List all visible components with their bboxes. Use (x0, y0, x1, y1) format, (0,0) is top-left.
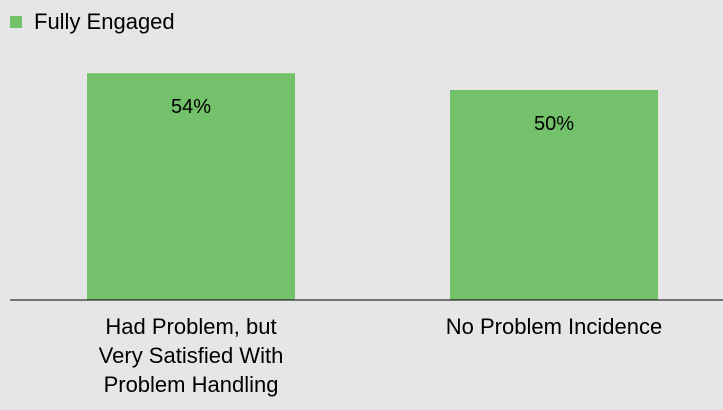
category-label-line: Very Satisfied With (98, 343, 284, 368)
bar-2 (450, 90, 658, 300)
legend-swatch (10, 16, 22, 28)
legend-label: Fully Engaged (34, 9, 175, 34)
category-label-line: Had Problem, but (105, 314, 277, 339)
category-label-line: No Problem Incidence (445, 314, 663, 339)
category-label-1: Had Problem, but Very Satisfied With Probl… (41, 312, 341, 399)
category-label-2: No Problem Incidence (404, 312, 704, 341)
data-label-2: 50% (534, 113, 574, 135)
category-label-line: Problem Handling (103, 372, 279, 397)
data-label-1: 54% (171, 96, 211, 118)
chart-legend: Fully Engaged (10, 9, 175, 35)
bar-1 (87, 73, 295, 300)
